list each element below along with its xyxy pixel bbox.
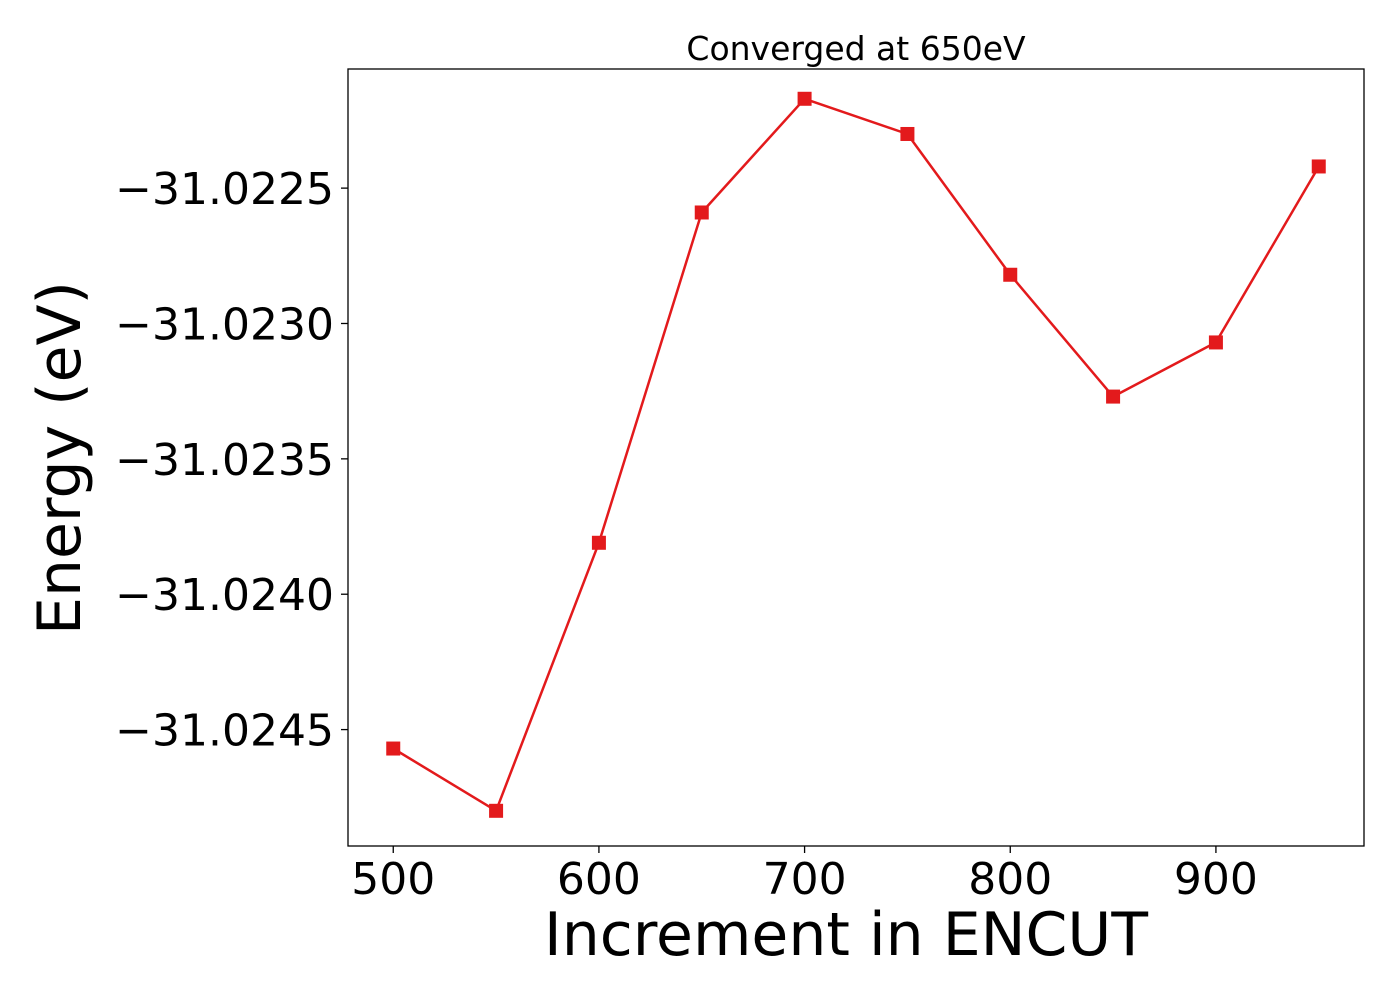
x-tick-label: 600 <box>557 854 641 905</box>
data-point-marker <box>900 126 915 141</box>
chart-title: Converged at 650eV <box>686 29 1026 68</box>
y-tick-label: −31.0245 <box>115 706 334 757</box>
series-line <box>392 97 1320 813</box>
data-point-marker <box>591 535 606 550</box>
data-point-marker <box>1208 335 1223 350</box>
x-tick-label: 800 <box>968 854 1052 905</box>
y-axis-ticks: −31.0225 −31.0230 −31.0235 −31.0240 −31.0245 <box>115 164 348 757</box>
data-point-marker <box>694 205 709 220</box>
x-tick-label: 700 <box>763 854 847 905</box>
series-layer <box>386 91 1326 818</box>
data-point-marker <box>1106 389 1121 404</box>
y-tick-label: −31.0240 <box>115 570 334 621</box>
data-point-marker <box>1311 159 1326 174</box>
x-axis-ticks: 500 600 700 800 900 <box>351 846 1258 905</box>
x-tick-label: 900 <box>1174 854 1258 905</box>
x-tick-label: 500 <box>351 854 435 905</box>
y-tick-label: −31.0225 <box>115 164 334 215</box>
y-tick-label: −31.0230 <box>115 299 334 350</box>
y-axis-label: Energy (eV) <box>25 281 95 635</box>
x-axis-label: Increment in ENCUT <box>544 900 1148 970</box>
data-point-marker <box>797 91 812 106</box>
y-tick-label: −31.0235 <box>115 435 334 486</box>
data-point-marker <box>489 803 504 818</box>
data-point-marker <box>1003 267 1018 282</box>
data-point-marker <box>386 741 401 756</box>
plot-frame <box>347 68 1365 847</box>
